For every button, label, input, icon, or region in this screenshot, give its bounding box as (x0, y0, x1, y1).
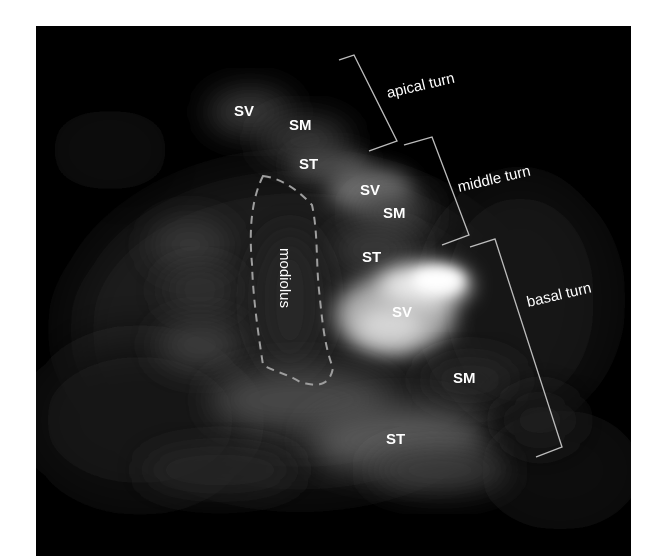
tissue-texture (36, 90, 631, 530)
region-label: SM (289, 117, 312, 134)
apical-turn-bracket (338, 54, 398, 152)
region-label: SV (360, 182, 380, 199)
region-label: ST (362, 249, 381, 266)
region-label: SV (234, 103, 254, 120)
modiolus-outline (249, 174, 335, 386)
region-label: SV (392, 304, 412, 321)
region-label: SM (383, 205, 406, 222)
middle-turn-bracket (403, 136, 470, 246)
region-label: ST (299, 156, 318, 173)
basal-turn-bracket (469, 238, 563, 458)
region-label: ST (386, 431, 405, 448)
modiolus-label: modiolus (276, 248, 293, 308)
region-label: SM (453, 370, 476, 387)
